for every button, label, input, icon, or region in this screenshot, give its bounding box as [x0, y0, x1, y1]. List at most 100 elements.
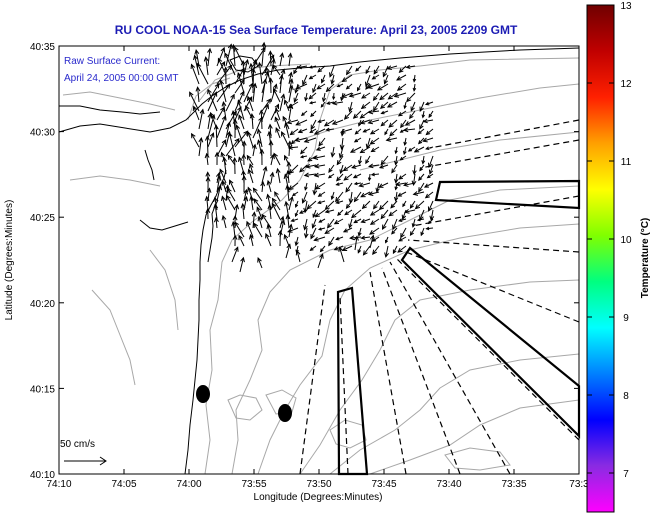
current-vector: [382, 218, 389, 231]
current-vector: [397, 191, 407, 197]
current-vector: [407, 146, 416, 152]
current-vector: [279, 93, 286, 112]
current-vector: [425, 146, 434, 151]
current-vector: [349, 146, 362, 153]
current-vector: [328, 236, 335, 247]
current-vector: [300, 110, 308, 117]
current-vector: [221, 214, 227, 229]
current-vector: [204, 195, 210, 211]
current-vector: [400, 119, 407, 129]
current-vector: [275, 127, 281, 139]
current-vector: [293, 65, 299, 75]
current-vector: [313, 128, 326, 135]
current-vector: [369, 137, 380, 145]
x-axis-label: Longitude (Degrees:Minutes): [254, 492, 383, 503]
current-vector: [234, 79, 245, 94]
current-vector: [196, 62, 209, 85]
current-vector: [330, 146, 336, 158]
station-marker: [278, 404, 292, 422]
current-vector: [204, 135, 210, 157]
current-vector: [323, 119, 335, 127]
current-vector: [273, 152, 281, 166]
current-vector: [283, 99, 290, 112]
current-vector: [341, 92, 353, 98]
current-vector: [362, 128, 371, 133]
current-vector: [193, 54, 200, 76]
current-vector: [427, 200, 434, 212]
current-vector: [335, 236, 344, 241]
current-vector: [243, 195, 249, 211]
current-vector: [338, 246, 345, 263]
current-vector: [369, 227, 380, 235]
current-vector: [303, 172, 317, 178]
current-vector: [428, 164, 434, 175]
current-vector: [388, 119, 398, 128]
current-vector: [207, 47, 212, 67]
current-vector: [289, 128, 299, 136]
current-vector: [378, 164, 389, 169]
current-vector: [400, 227, 407, 239]
current-vector: [329, 65, 335, 78]
current-vector: [335, 200, 344, 204]
current-vector: [307, 155, 317, 162]
current-vector: [353, 218, 362, 224]
current-vector: [385, 137, 398, 142]
current-vector: [249, 113, 255, 130]
current-vector: [396, 74, 407, 81]
current-vector: [419, 101, 425, 112]
current-vector: [403, 101, 407, 110]
current-vector: [213, 196, 218, 211]
current-vector: [283, 122, 290, 139]
current-vector: [308, 65, 317, 69]
current-vector: [198, 137, 204, 157]
current-vector: [288, 195, 294, 211]
current-vector: [336, 83, 344, 88]
current-vector: [246, 220, 254, 238]
current-vector: [272, 87, 281, 103]
current-vector: [253, 222, 263, 238]
current-vector: [379, 101, 389, 110]
current-vector: [336, 173, 344, 182]
current-vector: [414, 200, 425, 210]
current-vector: [321, 92, 327, 103]
current-vector: [342, 227, 353, 233]
current-vector: [314, 182, 326, 190]
current-vector: [295, 249, 301, 263]
current-vector: [216, 184, 223, 202]
current-vector: [227, 154, 236, 166]
current-vector: [259, 148, 265, 166]
current-vector: [320, 101, 326, 108]
current-vector: [348, 101, 353, 113]
current-vector: [241, 140, 247, 157]
current-vector: [285, 170, 291, 184]
current-vector: [261, 54, 275, 76]
current-vector: [388, 209, 398, 217]
x-tick-label: 73:55: [241, 479, 266, 490]
current-vector: [205, 176, 211, 193]
current-vector: [317, 191, 326, 197]
current-vector: [365, 137, 371, 150]
current-vector: [241, 174, 247, 193]
x-tick-label: 74:10: [46, 479, 71, 490]
current-vector: [422, 118, 434, 124]
current-vector: [367, 191, 380, 196]
current-vector: [362, 245, 371, 256]
current-vector: [303, 137, 317, 143]
current-vector: [288, 103, 294, 121]
current-vector: [397, 245, 407, 253]
current-vector: [360, 191, 371, 198]
current-vector: [225, 93, 235, 112]
current-vector: [294, 209, 299, 218]
current-vector: [412, 191, 425, 196]
current-vector: [403, 137, 407, 147]
current-vector: [312, 83, 317, 94]
current-vector: [216, 139, 227, 157]
current-vector: [312, 182, 318, 196]
current-vector: [331, 100, 344, 106]
current-vector: [369, 209, 380, 216]
current-vector: [376, 83, 389, 91]
current-vector: [231, 246, 239, 263]
current-vector: [300, 146, 308, 155]
current-vector: [393, 155, 399, 166]
current-vector: [308, 74, 317, 80]
